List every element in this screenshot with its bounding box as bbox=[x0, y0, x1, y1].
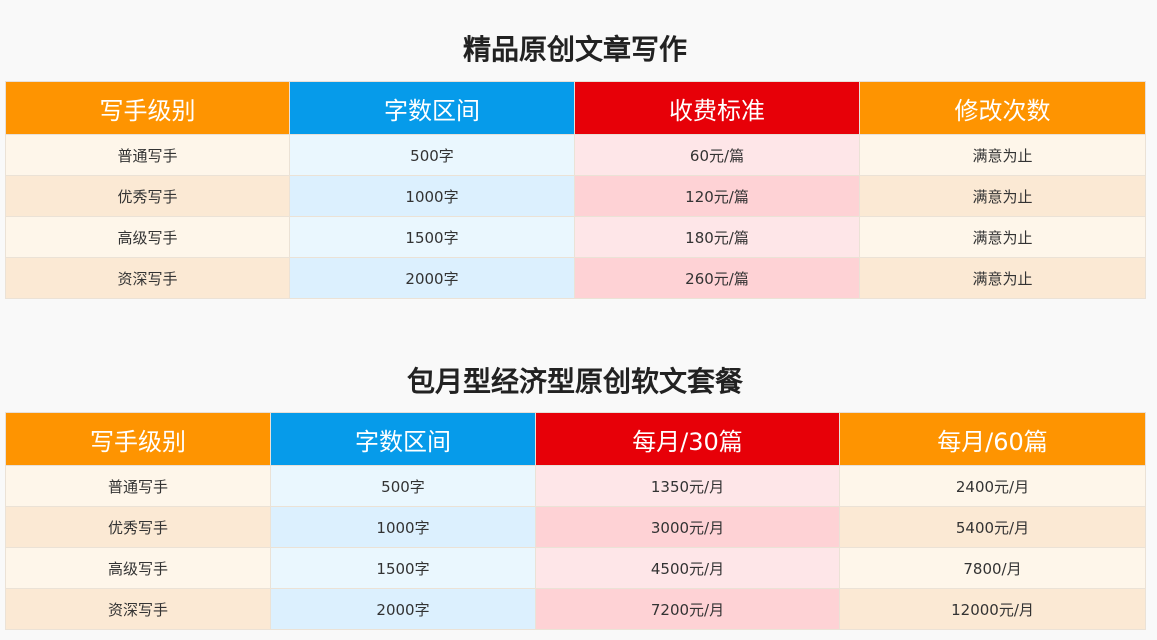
word-range-cell: 1500字 bbox=[270, 547, 536, 589]
writer-level-cell: 资深写手 bbox=[5, 588, 271, 630]
table-row: 优秀写手 1000字 3000元/月 5400元/月 bbox=[5, 506, 1146, 548]
monthly-30-price-cell: 1350元/月 bbox=[535, 465, 840, 507]
word-range-cell: 1000字 bbox=[289, 175, 575, 217]
revision-cell: 满意为止 bbox=[859, 216, 1146, 258]
writer-level-cell: 资深写手 bbox=[5, 257, 290, 299]
writer-level-cell: 优秀写手 bbox=[5, 506, 271, 548]
monthly-30-price-cell: 3000元/月 bbox=[535, 506, 840, 548]
writer-level-cell: 优秀写手 bbox=[5, 175, 290, 217]
table-row: 优秀写手 1000字 120元/篇 满意为止 bbox=[5, 175, 1146, 217]
word-range-cell: 500字 bbox=[289, 134, 575, 176]
writer-level-cell: 高级写手 bbox=[5, 547, 271, 589]
monthly-30-price-cell: 4500元/月 bbox=[535, 547, 840, 589]
table-row: 高级写手 1500字 4500元/月 7800/月 bbox=[5, 547, 1146, 589]
word-range-cell: 500字 bbox=[270, 465, 536, 507]
writer-level-cell: 普通写手 bbox=[5, 134, 290, 176]
header-word-range: 字数区间 bbox=[270, 412, 536, 466]
section1-title: 精品原创文章写作 bbox=[462, 33, 687, 66]
revision-cell: 满意为止 bbox=[859, 175, 1146, 217]
monthly-package-table: 写手级别 字数区间 每月/30篇 每月/60篇 普通写手 500字 1350元/… bbox=[5, 412, 1146, 630]
section2-title: 包月型经济型原创软文套餐 bbox=[406, 365, 743, 398]
word-range-cell: 1000字 bbox=[270, 506, 536, 548]
table-header-row: 写手级别 字数区间 收费标准 修改次数 bbox=[5, 81, 1146, 135]
monthly-30-price-cell: 7200元/月 bbox=[535, 588, 840, 630]
header-monthly-60: 每月/60篇 bbox=[839, 412, 1146, 466]
header-word-range: 字数区间 bbox=[289, 81, 575, 135]
header-writer-level: 写手级别 bbox=[5, 81, 290, 135]
fee-cell: 260元/篇 bbox=[574, 257, 860, 299]
fee-cell: 60元/篇 bbox=[574, 134, 860, 176]
fee-cell: 120元/篇 bbox=[574, 175, 860, 217]
table-row: 普通写手 500字 60元/篇 满意为止 bbox=[5, 134, 1146, 176]
header-fee-standard: 收费标准 bbox=[574, 81, 860, 135]
word-range-cell: 2000字 bbox=[270, 588, 536, 630]
table-row: 资深写手 2000字 260元/篇 满意为止 bbox=[5, 257, 1146, 299]
header-monthly-30: 每月/30篇 bbox=[535, 412, 840, 466]
monthly-60-price-cell: 7800/月 bbox=[839, 547, 1146, 589]
header-writer-level: 写手级别 bbox=[5, 412, 271, 466]
word-range-cell: 1500字 bbox=[289, 216, 575, 258]
table-header-row: 写手级别 字数区间 每月/30篇 每月/60篇 bbox=[5, 412, 1146, 466]
article-pricing-table: 写手级别 字数区间 收费标准 修改次数 普通写手 500字 60元/篇 满意为止… bbox=[5, 81, 1146, 299]
revision-cell: 满意为止 bbox=[859, 134, 1146, 176]
writer-level-cell: 高级写手 bbox=[5, 216, 290, 258]
monthly-60-price-cell: 12000元/月 bbox=[839, 588, 1146, 630]
monthly-60-price-cell: 2400元/月 bbox=[839, 465, 1146, 507]
monthly-60-price-cell: 5400元/月 bbox=[839, 506, 1146, 548]
revision-cell: 满意为止 bbox=[859, 257, 1146, 299]
table-row: 普通写手 500字 1350元/月 2400元/月 bbox=[5, 465, 1146, 507]
table-row: 资深写手 2000字 7200元/月 12000元/月 bbox=[5, 588, 1146, 630]
header-revision-count: 修改次数 bbox=[859, 81, 1146, 135]
fee-cell: 180元/篇 bbox=[574, 216, 860, 258]
table-row: 高级写手 1500字 180元/篇 满意为止 bbox=[5, 216, 1146, 258]
writer-level-cell: 普通写手 bbox=[5, 465, 271, 507]
word-range-cell: 2000字 bbox=[289, 257, 575, 299]
